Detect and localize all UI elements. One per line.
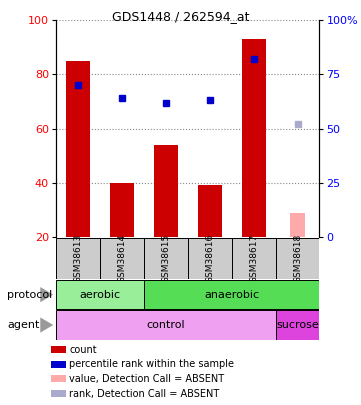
Text: value, Detection Call = ABSENT: value, Detection Call = ABSENT bbox=[69, 374, 225, 384]
Text: control: control bbox=[147, 320, 185, 330]
Text: GSM38616: GSM38616 bbox=[205, 234, 214, 283]
FancyBboxPatch shape bbox=[56, 238, 100, 279]
Bar bbox=[52, 390, 66, 397]
Text: protocol: protocol bbox=[7, 290, 52, 300]
FancyBboxPatch shape bbox=[275, 238, 319, 279]
Text: GSM38614: GSM38614 bbox=[117, 234, 126, 283]
Bar bbox=[52, 375, 66, 382]
Text: GSM38615: GSM38615 bbox=[161, 234, 170, 283]
Bar bbox=[154, 145, 178, 237]
Bar bbox=[52, 346, 66, 353]
FancyBboxPatch shape bbox=[232, 238, 275, 279]
FancyBboxPatch shape bbox=[100, 238, 144, 279]
Text: sucrose: sucrose bbox=[276, 320, 319, 330]
FancyBboxPatch shape bbox=[144, 238, 188, 279]
Bar bbox=[242, 39, 266, 237]
Bar bbox=[197, 185, 222, 237]
Bar bbox=[110, 183, 134, 237]
Text: GSM38613: GSM38613 bbox=[73, 234, 82, 283]
Bar bbox=[66, 61, 90, 237]
FancyBboxPatch shape bbox=[56, 310, 275, 339]
Bar bbox=[52, 361, 66, 368]
Text: GDS1448 / 262594_at: GDS1448 / 262594_at bbox=[112, 10, 249, 23]
FancyBboxPatch shape bbox=[144, 280, 319, 309]
Text: agent: agent bbox=[7, 320, 40, 330]
Text: GSM38618: GSM38618 bbox=[293, 234, 302, 283]
FancyBboxPatch shape bbox=[188, 238, 232, 279]
Text: percentile rank within the sample: percentile rank within the sample bbox=[69, 359, 234, 369]
Text: aerobic: aerobic bbox=[79, 290, 121, 300]
Text: rank, Detection Call = ABSENT: rank, Detection Call = ABSENT bbox=[69, 389, 219, 399]
Text: count: count bbox=[69, 345, 97, 354]
Bar bbox=[290, 213, 305, 237]
Polygon shape bbox=[40, 318, 53, 333]
Text: anaerobic: anaerobic bbox=[204, 290, 259, 300]
Polygon shape bbox=[40, 287, 53, 302]
FancyBboxPatch shape bbox=[275, 310, 319, 339]
FancyBboxPatch shape bbox=[56, 280, 144, 309]
Text: GSM38617: GSM38617 bbox=[249, 234, 258, 283]
